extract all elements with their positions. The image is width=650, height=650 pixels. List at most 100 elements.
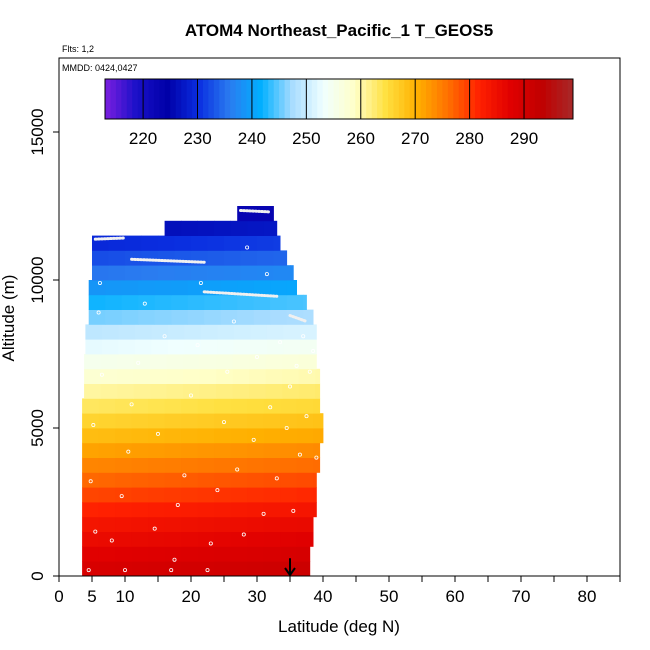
band-16-cell-9 [233,324,251,340]
colorbar-segment-51 [382,79,389,119]
colorbar-segment-23 [230,79,237,119]
sample-point-41 [287,384,292,389]
band-9-cell-14 [313,428,324,444]
band-12-cell-3 [133,383,151,399]
band-11-cell-9 [230,398,248,414]
colorbar-label-230: 230 [183,129,211,148]
colorbar-segment-60 [431,79,438,119]
band-15-cell-1 [101,339,119,355]
band-2-cell-11 [263,531,281,547]
sample-point-28 [225,369,230,374]
sample-point-7 [109,538,114,543]
band-22-cell-5 [174,235,192,251]
band-22-cell-9 [240,235,258,251]
band-11-cell-12 [280,398,297,414]
band-11-cell-7 [197,398,215,414]
band-1-cell-12 [280,546,297,562]
band-7-cell-10 [247,457,264,473]
band-19-cell-0 [88,280,106,296]
colorbar-label-220: 220 [129,129,157,148]
y-tick-label-5000: 5000 [28,409,47,447]
band-11-cell-14 [313,398,321,414]
band-13-cell-12 [282,368,299,384]
band-0-cell-0 [82,561,99,577]
colorbar-segment-77 [524,79,530,119]
colorbar: 220 230 240 250 260 270 280 290 [104,78,574,148]
colorbar-segment-54 [398,79,405,119]
colorbar-segment-78 [529,79,536,119]
colorbar-segment-68 [475,79,481,119]
band-12-cell-4 [150,383,167,399]
band-17-cell-3 [138,309,156,325]
band-16-cell-0 [85,324,103,340]
colorbar-segment-35 [295,79,302,119]
band-21-cell-0 [92,250,109,266]
sample-point-44 [297,452,302,457]
colorbar-segment-4 [126,79,133,119]
sample-point-4 [99,372,104,377]
band-11-cell-0 [82,398,99,414]
colorbar-segment-30 [268,79,275,119]
band-18-cell-9 [237,294,255,310]
band-21-cell-3 [141,250,159,266]
band-16-cell-1 [101,324,119,340]
band-14-cell-14 [315,354,317,370]
sample-point-27 [221,420,226,425]
y-tick-label-0: 0 [28,571,47,580]
band-14-cell-10 [249,354,266,370]
band-6-cell-4 [148,472,165,488]
colorbar-segment-6 [137,79,144,119]
band-15-cell-2 [118,339,136,355]
band-7-cell-8 [214,457,231,473]
flight-track-0 [93,236,127,241]
sample-point-8 [119,494,124,499]
band-15-cell-5 [167,339,185,355]
band-17-cell-8 [220,309,238,325]
band-22-cell-4 [158,235,175,251]
arrow-head [284,567,296,577]
band-16-cell-4 [151,324,169,340]
band-19-cell-9 [237,280,255,296]
band-7-cell-9 [230,457,248,473]
band-3-cell-6 [181,516,198,532]
sample-point-34 [254,354,259,359]
band-13-cell-10 [249,368,266,384]
band-20-cell-5 [174,265,192,281]
x-tick-label-50: 50 [380,587,399,606]
band-6-cell-11 [263,472,281,488]
band-19-cell-2 [121,280,139,296]
band-17-cell-2 [121,309,139,325]
sample-point-6 [97,280,102,285]
band-6-cell-12 [280,472,297,488]
x-axis: 0 5 10 20 30 40 50 60 70 80 [54,576,621,606]
band-16-cell-5 [167,324,185,340]
band-12-cell-2 [117,383,134,399]
band-4-cell-9 [230,502,248,518]
band-5-cell-5 [164,487,182,503]
band-8-cell-11 [263,442,281,458]
colorbar-segment-50 [377,79,384,119]
band-0-cell-4 [148,561,165,577]
band-17-cell-4 [154,309,172,325]
band-3-cell-1 [98,516,116,532]
sample-point-3 [91,423,96,428]
band-1-cell-7 [197,546,215,562]
band-1-cell-1 [98,546,116,562]
band-3-cell-5 [164,516,182,532]
band-9-cell-4 [148,428,165,444]
band-18-cell-1 [105,294,123,310]
colorbar-segment-65 [458,79,465,119]
band-4-cell-10 [247,502,264,518]
band-8-cell-7 [197,442,215,458]
sample-point-46 [304,414,309,419]
band-0-cell-6 [181,561,198,577]
band-8-cell-0 [82,442,99,458]
colorbar-segment-49 [371,79,378,119]
sample-point-12 [136,360,141,365]
colorbar-segment-10 [159,79,166,119]
x-tick-label-60: 60 [446,587,465,606]
band-10-cell-7 [197,413,215,429]
band-11-cell-8 [214,398,231,414]
colorbar-label-270: 270 [401,129,429,148]
band-21-cell-2 [125,250,142,266]
